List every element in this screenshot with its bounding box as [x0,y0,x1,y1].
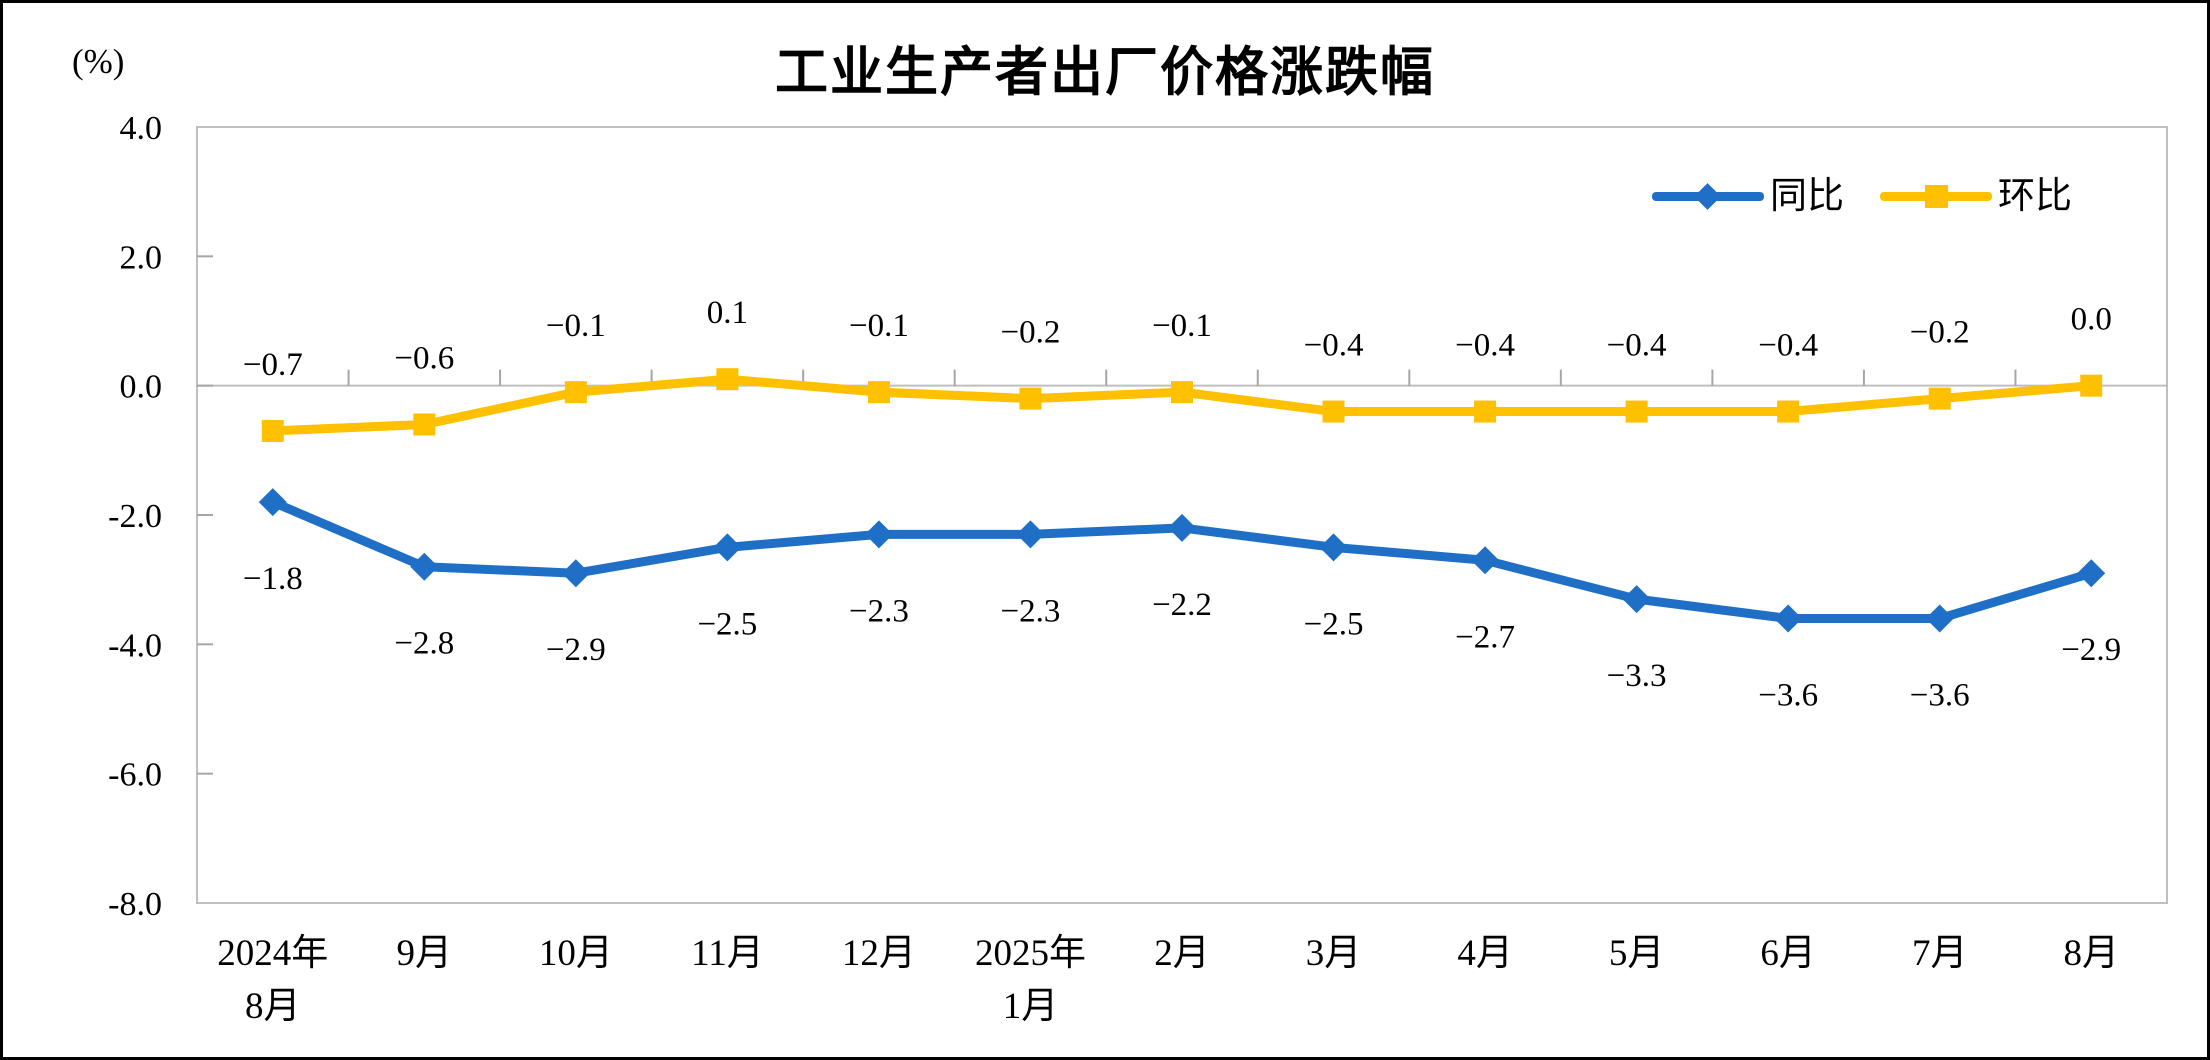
x-tick-label: 8月 [2063,933,2119,974]
x-tick-label: 4月 [1457,933,1513,974]
y-axis-unit-label: (%) [72,42,125,81]
y-tick-label: 4.0 [120,110,163,147]
data-label-mom: −0.1 [1152,308,1212,344]
data-label-yoy: −2.2 [1152,587,1212,623]
marker-yoy [2077,559,2106,588]
marker-mom [1171,381,1193,404]
marker-mom [1322,400,1345,423]
marker-yoy [1471,546,1500,575]
marker-mom [716,368,739,391]
marker-mom [1625,400,1648,423]
marker-yoy [1925,604,1954,633]
x-tick-label: 2025年 [975,932,1086,974]
data-label-yoy: −2.8 [394,626,454,662]
marker-yoy [1016,520,1045,549]
data-label-mom: −0.4 [1304,328,1364,364]
marker-yoy [1622,585,1651,614]
y-tick-label: -4.0 [108,627,162,664]
marker-yoy [713,533,742,562]
x-tick-label: 2月 [1154,933,1210,974]
legend-item-mom: 环比 [1880,178,2072,215]
data-label-mom: −0.4 [1455,328,1515,364]
x-tick-label: 10月 [539,933,613,974]
yoy-line-marker-icon [1652,182,1764,210]
marker-yoy [1774,604,1803,633]
marker-mom [261,419,284,442]
data-label-mom: −0.1 [849,308,909,344]
marker-mom [2080,374,2103,397]
legend: 同比 环比 [1652,170,2072,222]
x-tick-label: 11月 [691,933,764,974]
mom-line-marker-icon [1880,184,1992,208]
marker-mom [867,381,890,404]
x-tick-label: 6月 [1760,933,1816,974]
marker-mom [1777,400,1800,423]
data-label-yoy: −1.8 [243,561,303,597]
legend-label-mom: 环比 [1998,175,2072,217]
x-tick-label: 7月 [1912,933,1968,974]
data-label-yoy: −3.3 [1607,658,1667,694]
x-tick-label: 5月 [1609,933,1665,974]
marker-mom [1474,400,1497,423]
x-tick-label: 12月 [842,933,916,974]
data-label-yoy: −2.5 [1304,606,1364,642]
chart-title: 工业生产者出厂价格涨跌幅 [775,44,1435,102]
data-label-yoy: −2.3 [849,593,909,629]
data-label-yoy: −3.6 [1910,677,1970,713]
marker-yoy [1168,513,1196,542]
y-tick-label: -2.0 [108,498,162,535]
marker-yoy [561,559,590,588]
data-label-yoy: −2.9 [2061,632,2121,668]
marker-yoy [410,552,439,581]
data-label-mom: −0.7 [243,347,303,383]
data-label-yoy: −2.7 [1455,619,1515,655]
data-label-mom: 0.0 [2071,302,2112,338]
x-tick-label: 1月 [1003,986,1059,1027]
marker-mom [564,381,587,404]
data-label-mom: 0.1 [707,295,748,331]
y-tick-label: -6.0 [108,757,162,794]
legend-label-yoy: 同比 [1770,175,1844,217]
marker-mom [1019,387,1042,410]
marker-mom [1928,387,1951,410]
data-label-mom: −0.4 [1758,328,1818,364]
y-tick-label: 0.0 [120,369,163,406]
marker-yoy [258,488,287,517]
marker-yoy [1319,533,1348,562]
data-label-mom: −0.1 [546,308,606,344]
marker-yoy [864,520,893,549]
data-label-yoy: −3.6 [1758,677,1818,713]
x-tick-label: 9月 [397,933,453,974]
x-tick-label: 2024年 [217,932,328,974]
data-label-yoy: −2.9 [546,632,606,668]
data-label-mom: −0.2 [1910,315,1970,351]
data-label-mom: −0.2 [1001,315,1061,351]
y-tick-label: -8.0 [108,886,162,923]
data-label-yoy: −2.5 [697,606,757,642]
marker-mom [413,413,436,436]
x-tick-label: 3月 [1306,933,1362,974]
data-label-mom: −0.6 [394,340,454,376]
y-tick-label: 2.0 [120,239,163,276]
x-tick-label: 8月 [245,986,301,1027]
legend-item-yoy: 同比 [1652,178,1844,215]
data-label-mom: −0.4 [1607,328,1667,364]
data-label-yoy: −2.3 [1001,593,1061,629]
